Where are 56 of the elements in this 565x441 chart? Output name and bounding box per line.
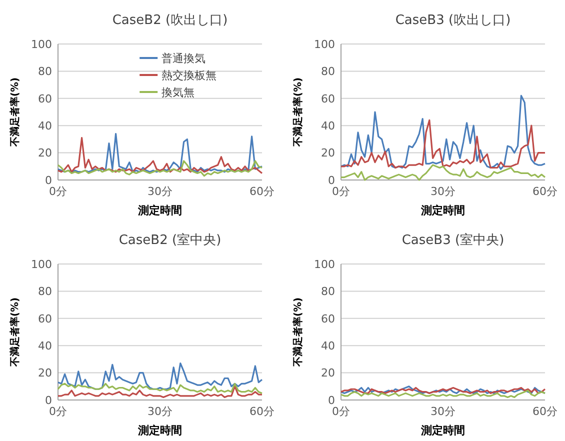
chart-title: CaseB3 (吹出し口)	[395, 13, 511, 28]
x-tick-label: 0分	[332, 185, 350, 198]
x-tick-label: 0分	[49, 405, 67, 418]
chart-title: CaseB3 (室中央)	[402, 232, 504, 248]
x-tick-label: 60分	[532, 405, 558, 418]
y-tick-label: 40	[38, 339, 52, 352]
y-tick-label: 60	[321, 92, 335, 106]
y-tick-label: 40	[321, 339, 335, 352]
y-tick-label: 0	[328, 394, 335, 407]
legend-label: 熱交換板無	[162, 68, 217, 82]
y-tick-label: 80	[321, 65, 335, 78]
y-tick-label: 20	[38, 146, 52, 160]
y-tick-label: 0	[45, 174, 52, 187]
y-tick-label: 60	[321, 312, 335, 326]
y-axis-title: 不満足者率(%)	[9, 297, 21, 368]
y-tick-label: 100	[314, 258, 335, 271]
y-tick-label: 20	[321, 366, 335, 380]
x-tick-label: 30分	[148, 185, 172, 198]
y-tick-label: 100	[31, 38, 52, 51]
x-tick-label: 60分	[250, 405, 274, 418]
x-axis-title: 測定時間	[137, 204, 182, 217]
line-series	[340, 119, 546, 169]
y-tick-label: 40	[38, 119, 52, 132]
y-tick-label: 20	[321, 146, 335, 160]
y-tick-label: 60	[38, 312, 52, 326]
x-tick-label: 60分	[250, 185, 274, 198]
y-tick-label: 40	[321, 119, 335, 132]
y-tick-label: 0	[328, 174, 335, 187]
line-series	[340, 94, 546, 170]
x-tick-label: 30分	[430, 185, 456, 198]
x-tick-label: 0分	[332, 405, 350, 418]
line-series	[57, 160, 263, 177]
x-tick-label: 0分	[49, 185, 67, 198]
line-series	[57, 382, 263, 394]
line-series	[57, 362, 263, 390]
y-tick-label: 60	[38, 92, 52, 106]
y-tick-label: 80	[321, 285, 335, 298]
x-tick-label: 30分	[430, 405, 456, 418]
y-tick-label: 80	[38, 65, 52, 78]
y-axis-title: 不満足者率(%)	[292, 77, 304, 148]
y-tick-label: 100	[314, 38, 335, 51]
y-axis-title: 不満足者率(%)	[9, 77, 21, 148]
y-tick-label: 0	[45, 394, 52, 407]
y-axis-title: 不満足者率(%)	[292, 297, 304, 368]
y-tick-label: 80	[38, 285, 52, 298]
chart-title: CaseB2 (室中央)	[118, 232, 222, 248]
y-tick-label: 20	[38, 366, 52, 380]
legend-label: 換気無	[162, 86, 195, 99]
y-tick-label: 100	[31, 258, 52, 271]
legend-label: 普通換気	[162, 52, 206, 65]
x-axis-title: 測定時間	[420, 424, 465, 437]
x-axis-title: 測定時間	[137, 424, 182, 437]
chart-title: CaseB2 (吹出し口)	[112, 13, 228, 28]
x-axis-title: 測定時間	[420, 204, 465, 217]
x-tick-label: 30分	[148, 405, 172, 418]
x-tick-label: 60分	[532, 185, 558, 198]
